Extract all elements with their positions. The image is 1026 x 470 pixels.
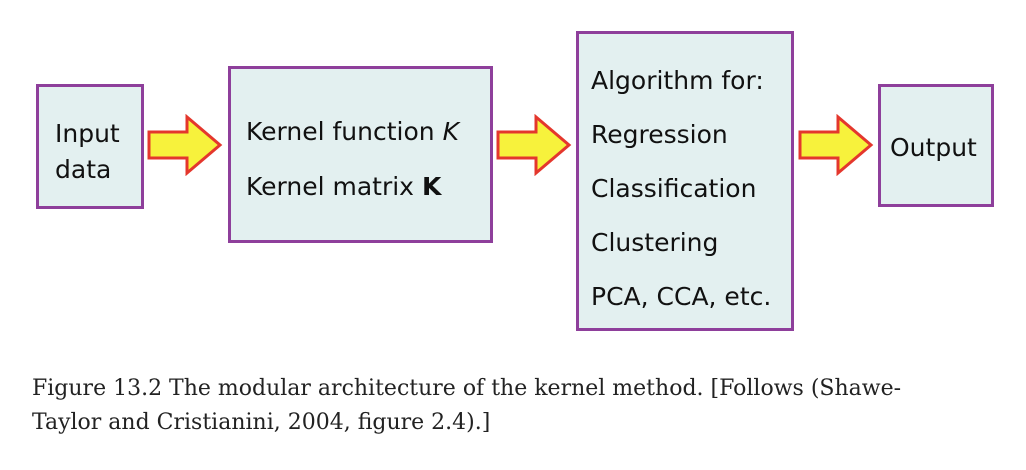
kernel-function-text: Kernel function [246,117,443,146]
caption-line-1: Figure 13.2 The modular architecture of … [32,376,902,401]
kernel-function-label: Kernel function K [246,119,459,144]
output-label: Output [890,133,977,162]
output-box: Output [878,84,994,207]
input-data-label-line1: Input [55,119,120,148]
algorithm-item-classification: Classification [591,174,757,203]
kernel-matrix-text: Kernel matrix [246,172,422,201]
algorithm-item-clustering: Clustering [591,228,719,257]
kernel-box: Kernel function K Kernel matrix K [228,66,493,243]
caption-line-2: Taylor and Cristianini, 2004, figure 2.4… [32,410,491,435]
kernel-matrix-label: Kernel matrix K [246,174,441,199]
kernel-function-symbol: K [442,117,459,146]
arrow-right-icon [147,114,223,176]
input-data-label-line2: data [55,155,112,184]
arrow-right-icon [798,114,874,176]
figure-caption: Figure 13.2 The modular architecture of … [32,372,1002,440]
algorithm-box: Algorithm for: Regression Classification… [576,31,794,331]
kernel-matrix-symbol: K [421,172,442,201]
arrow-right-icon [496,114,572,176]
algorithm-item-regression: Regression [591,120,728,149]
input-data-box: Input data [36,84,144,209]
algorithm-item-pca-cca: PCA, CCA, etc. [591,282,772,311]
algorithm-heading: Algorithm for: [591,66,764,95]
